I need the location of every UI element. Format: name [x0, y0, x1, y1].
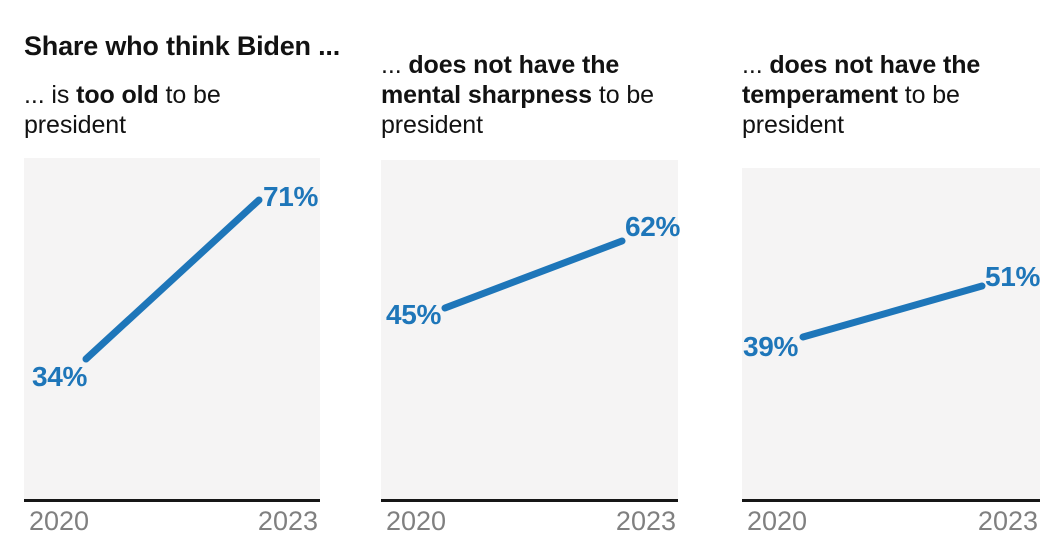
panel-subtitle: ... does not have the temperament to be … — [742, 44, 1016, 140]
value-label-2023: 71% — [263, 181, 319, 212]
plot-area: 34% 71% — [24, 158, 320, 499]
subtitle-post: to be president — [742, 81, 960, 139]
trend-line — [82, 196, 263, 363]
subtitle-emphasis: does not have the mental sharpness — [381, 51, 620, 109]
panel-subtitle-text: ... is too old to be president — [24, 80, 298, 140]
plot-area: 45% 62% — [381, 160, 681, 499]
x-tick-2023: 2023 — [615, 506, 676, 536]
x-axis-line — [742, 499, 1040, 502]
plot-area: 39% 51% — [742, 168, 1040, 499]
panel-subtitle-text: ... does not have the temperament to be … — [742, 50, 1016, 140]
x-axis-labels: 2020 2023 — [381, 508, 678, 535]
chart-panel-too-old: ... is too old to be president 34% 71% 2… — [24, 0, 320, 549]
subtitle-post: to be president — [24, 81, 221, 139]
value-label-2020: 39% — [743, 331, 799, 362]
panel-subtitle-text: ... does not have the mental sharpness t… — [381, 50, 655, 140]
x-axis-line — [24, 499, 320, 502]
value-label-2020: 34% — [32, 361, 88, 392]
subtitle-pre: ... — [381, 51, 409, 79]
value-label-2020: 45% — [386, 299, 442, 330]
x-axis-labels: 2020 2023 — [24, 508, 320, 535]
x-tick-2023: 2023 — [977, 506, 1038, 536]
x-tick-2023: 2023 — [257, 506, 318, 536]
x-tick-2020: 2020 — [29, 506, 90, 536]
chart-panel-mental-sharpness: ... does not have the mental sharpness t… — [381, 0, 681, 549]
trend-line — [799, 282, 986, 341]
subtitle-emphasis: too old — [76, 81, 159, 109]
value-label-2023: 51% — [985, 261, 1041, 292]
trend-line — [441, 237, 626, 312]
x-axis-labels: 2020 2023 — [742, 508, 1040, 535]
subtitle-pre: ... — [742, 51, 770, 79]
x-tick-2020: 2020 — [747, 506, 808, 536]
subtitle-pre: ... is — [24, 81, 77, 109]
panel-subtitle: ... does not have the mental sharpness t… — [381, 44, 655, 140]
page-title: Share who think Biden ... — [24, 31, 341, 62]
chart-panel-temperament: ... does not have the temperament to be … — [742, 0, 1040, 549]
subtitle-post: to be president — [381, 81, 654, 139]
x-axis-line — [381, 499, 678, 502]
x-tick-2020: 2020 — [386, 506, 447, 536]
subtitle-emphasis: does not have the temperament — [742, 51, 981, 109]
panel-subtitle: ... is too old to be president — [24, 44, 298, 140]
value-label-2023: 62% — [625, 211, 681, 242]
